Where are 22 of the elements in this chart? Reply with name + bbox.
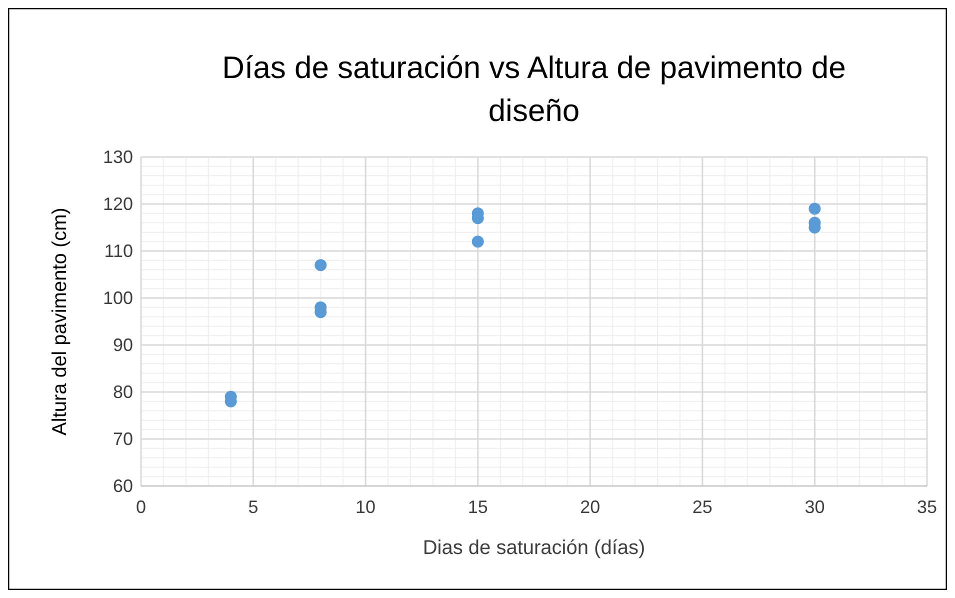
x-tick-label: 5 [248,497,258,517]
point [314,259,327,272]
y-tick-label: 130 [102,147,133,167]
point [808,202,821,215]
x-tick-label: 30 [804,497,825,517]
y-axis-title: Altura del pavimento (cm) [49,208,71,436]
y-tick-label: 110 [104,241,133,261]
y-tick-label: 80 [112,382,133,402]
y-tick-label: 90 [112,335,133,355]
x-tick-label: 10 [356,497,376,517]
point [472,236,484,248]
x-tick-label: 25 [692,497,712,517]
y-tick-label: 120 [102,194,133,214]
y-tick-label: 70 [112,429,133,449]
chart-title: Días de saturación vs Altura de pavimento de diseño [222,50,846,128]
y-tick-label: 60 [112,476,133,496]
x-tick-label: 20 [580,497,600,517]
x-tick-label: 35 [916,497,938,517]
x-tick-label: 0 [136,497,146,517]
x-axis-title: Dias de saturación (días) [422,537,646,559]
x-tick-label: 15 [468,497,488,517]
y-tick-label: 100 [102,288,133,308]
